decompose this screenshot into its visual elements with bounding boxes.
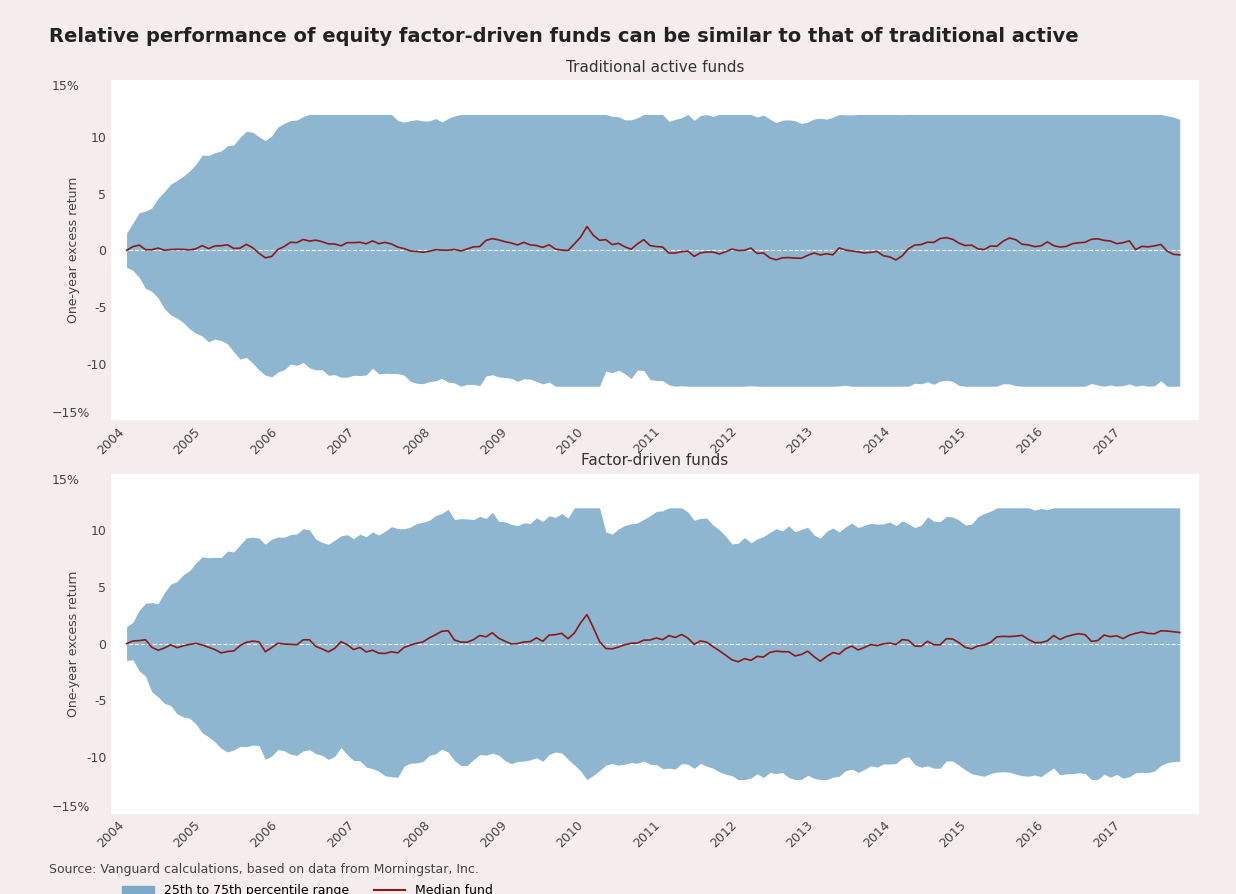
Text: 15%: 15% [52, 474, 79, 487]
Text: −15%: −15% [52, 407, 90, 420]
Legend: 25th to 75th percentile range, Median fund: 25th to 75th percentile range, Median fu… [117, 880, 498, 894]
Text: −15%: −15% [52, 800, 90, 814]
Text: Relative performance of equity factor-driven funds can be similar to that of tra: Relative performance of equity factor-dr… [49, 27, 1079, 46]
Text: Source: Vanguard calculations, based on data from Morningstar, Inc.: Source: Vanguard calculations, based on … [49, 863, 480, 876]
Text: 15%: 15% [52, 80, 79, 94]
Title: Factor-driven funds: Factor-driven funds [581, 453, 729, 468]
Y-axis label: One-year excess return: One-year excess return [68, 570, 80, 717]
Title: Traditional active funds: Traditional active funds [566, 60, 744, 75]
Legend: 25th to 75th percentile range, Median fund: 25th to 75th percentile range, Median fu… [117, 486, 498, 509]
Y-axis label: One-year excess return: One-year excess return [68, 177, 80, 324]
